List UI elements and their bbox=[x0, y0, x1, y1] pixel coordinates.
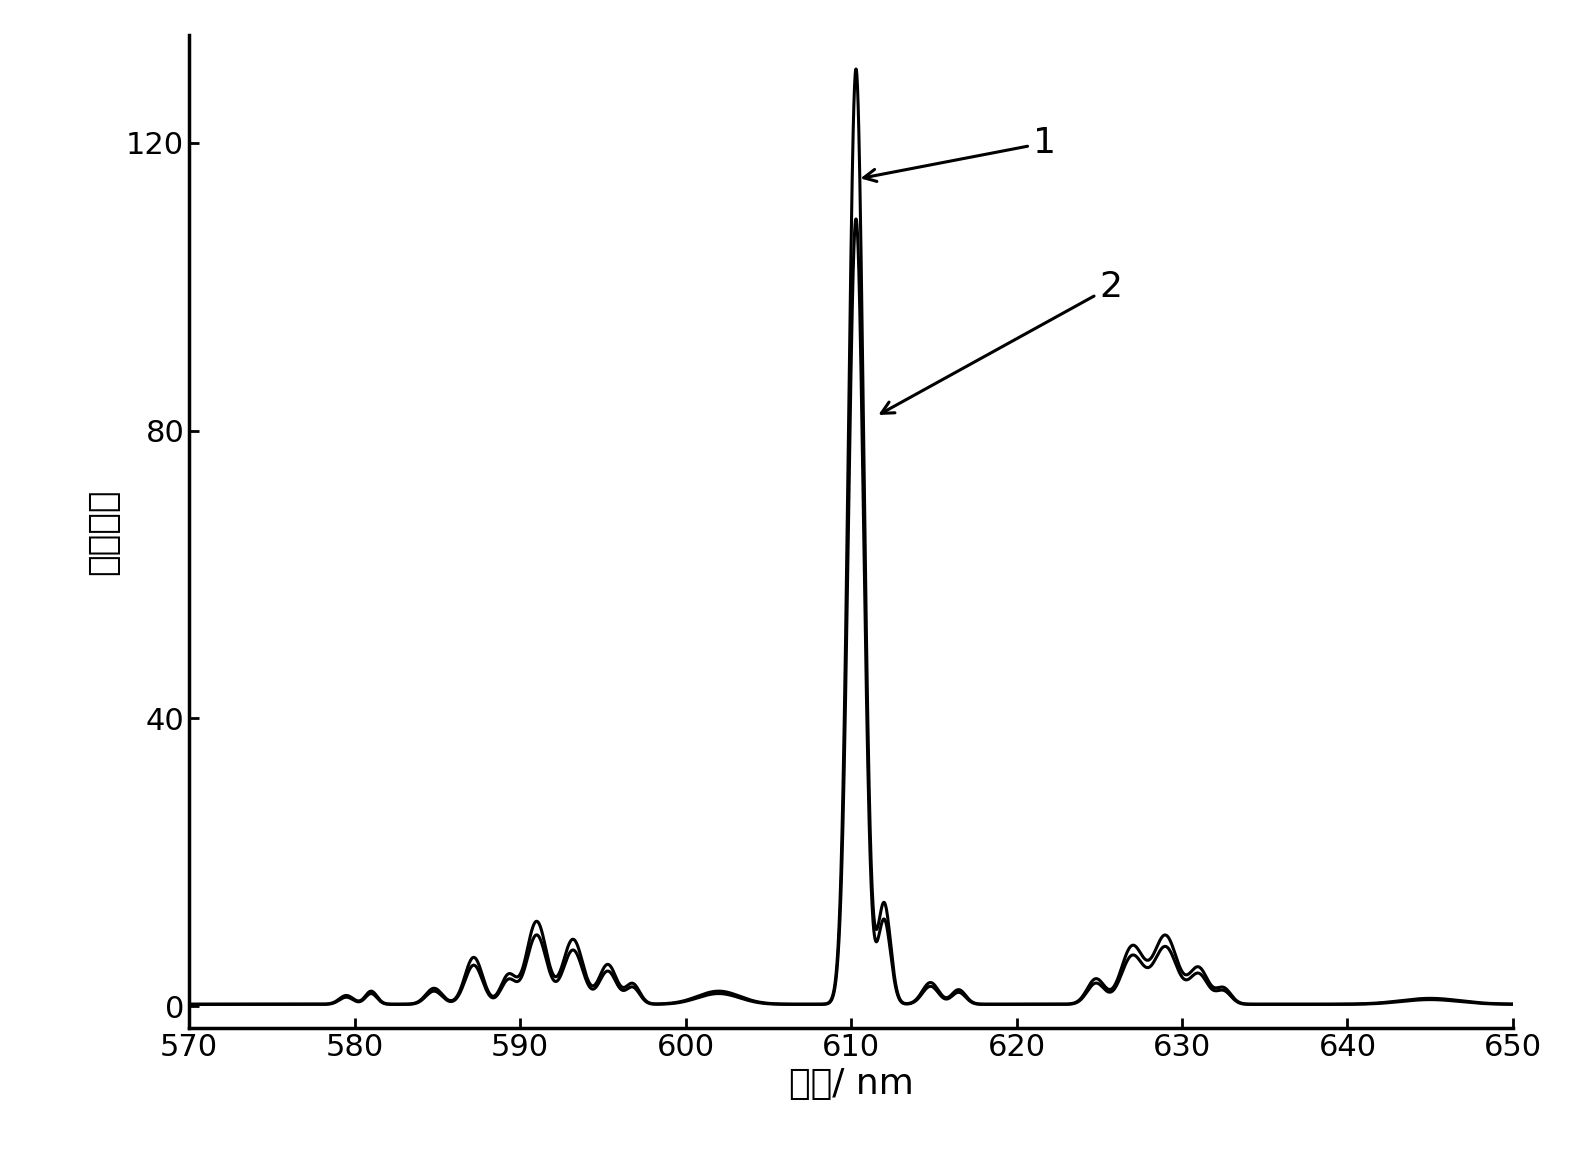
X-axis label: 波长/ nm: 波长/ nm bbox=[788, 1068, 914, 1101]
Y-axis label: 相对强度: 相对强度 bbox=[87, 488, 121, 575]
Text: 1: 1 bbox=[864, 126, 1056, 181]
Text: 2: 2 bbox=[881, 270, 1122, 413]
